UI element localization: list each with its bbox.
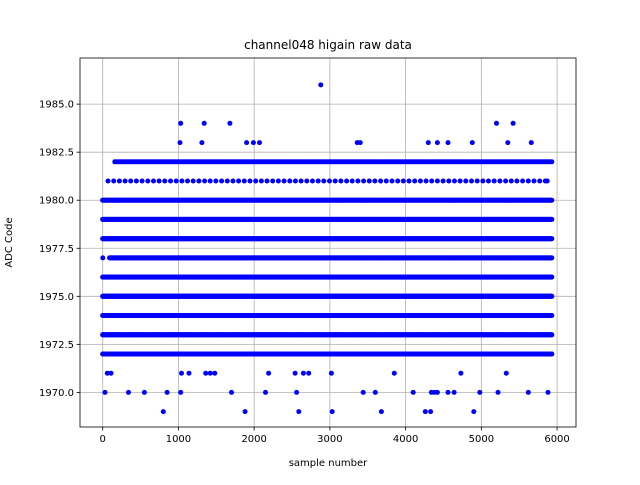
data-point <box>549 198 554 203</box>
data-point <box>162 179 167 184</box>
data-point <box>545 179 550 184</box>
data-point <box>123 179 128 184</box>
data-point <box>497 179 502 184</box>
data-point <box>469 179 474 184</box>
data-point <box>321 179 326 184</box>
data-point <box>549 255 554 260</box>
data-point <box>259 179 264 184</box>
data-point <box>282 179 287 184</box>
data-point <box>242 179 247 184</box>
data-point <box>549 275 554 280</box>
data-point <box>231 179 236 184</box>
data-point <box>316 179 321 184</box>
data-point <box>480 179 485 184</box>
data-point <box>174 179 179 184</box>
data-point <box>265 179 270 184</box>
data-point <box>549 159 554 164</box>
data-point <box>333 179 338 184</box>
data-point <box>407 179 412 184</box>
data-point <box>475 179 480 184</box>
data-point <box>179 179 184 184</box>
data-point <box>168 179 173 184</box>
data-point <box>390 179 395 184</box>
data-point <box>458 179 463 184</box>
data-point <box>117 179 122 184</box>
data-point <box>520 179 525 184</box>
data-point <box>452 179 457 184</box>
data-point <box>248 179 253 184</box>
data-point <box>424 179 429 184</box>
data-point <box>350 179 355 184</box>
data-point <box>106 179 111 184</box>
data-point <box>327 179 332 184</box>
data-point <box>213 179 218 184</box>
data-point <box>463 179 468 184</box>
data-point <box>435 179 440 184</box>
data-point <box>276 179 281 184</box>
data-point <box>367 179 372 184</box>
data-point <box>378 179 383 184</box>
data-point <box>492 179 497 184</box>
data-point <box>361 179 366 184</box>
data-point <box>293 179 298 184</box>
data-point <box>514 179 519 184</box>
data-point <box>486 179 491 184</box>
data-point <box>446 179 451 184</box>
data-point <box>344 179 349 184</box>
data-point <box>111 179 116 184</box>
data-point <box>304 179 309 184</box>
data-point <box>549 236 554 241</box>
data-point <box>549 217 554 222</box>
data-point <box>526 179 531 184</box>
data-point <box>372 179 377 184</box>
data-point <box>185 179 190 184</box>
data-point <box>236 179 241 184</box>
data-point <box>191 179 196 184</box>
data-point <box>134 179 139 184</box>
data-point <box>157 179 162 184</box>
data-point <box>412 179 417 184</box>
data-point <box>145 179 150 184</box>
data-point <box>140 179 145 184</box>
data-point <box>395 179 400 184</box>
data-point <box>384 179 389 184</box>
data-point <box>225 179 230 184</box>
data-point <box>151 179 156 184</box>
data-point <box>441 179 446 184</box>
data-point <box>128 179 133 184</box>
data-point <box>532 179 537 184</box>
data-point <box>287 179 292 184</box>
data-point <box>338 179 343 184</box>
data-point <box>401 179 406 184</box>
data-point <box>253 179 258 184</box>
data-point <box>208 179 213 184</box>
data-point <box>310 179 315 184</box>
data-point <box>418 179 423 184</box>
data-point <box>270 179 275 184</box>
data-point <box>355 179 360 184</box>
data-point <box>196 179 201 184</box>
data-point <box>503 179 508 184</box>
data-point <box>299 179 304 184</box>
data-point <box>537 179 542 184</box>
data-point <box>509 179 514 184</box>
data-point <box>202 179 207 184</box>
data-point <box>429 179 434 184</box>
data-point <box>219 179 224 184</box>
